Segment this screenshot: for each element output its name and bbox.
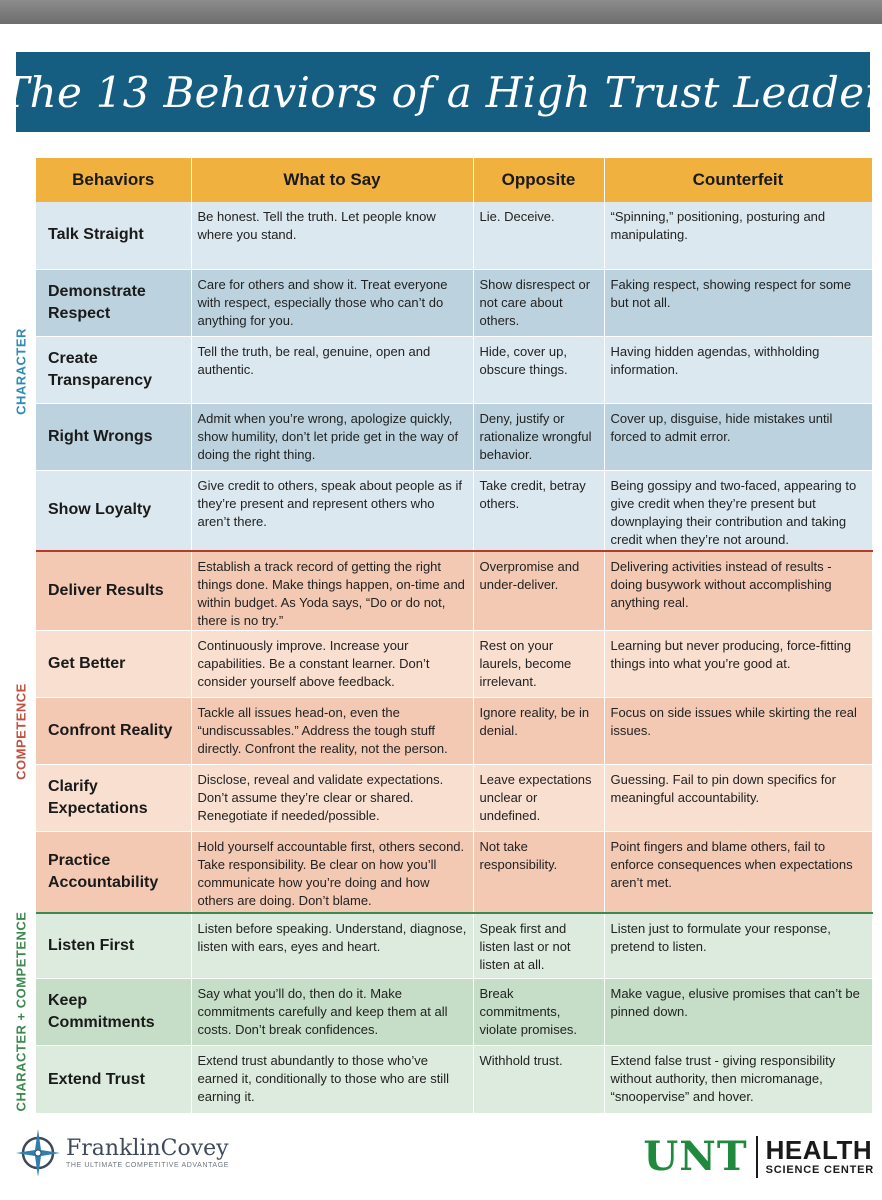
top-scrollbar-strip: [0, 0, 882, 24]
behavior-name: Get Better: [36, 630, 192, 698]
table-row: Right Wrongs Admit when you’re wrong, ap…: [36, 403, 873, 471]
behavior-name: Extend Trust: [36, 1045, 192, 1114]
what-to-say: Say what you’ll do, then do it. Make com…: [191, 978, 474, 1046]
opposite: Not take responsibility.: [473, 831, 605, 914]
section-label-character: CHARACTER: [13, 328, 29, 415]
opposite: Withhold trust.: [473, 1045, 605, 1114]
what-to-say: Tell the truth, be real, genuine, open a…: [191, 336, 474, 404]
franklincovey-tagline: THE ULTIMATE COMPETITIVE ADVANTAGE: [66, 1161, 230, 1169]
what-to-say: Listen before speaking. Understand, diag…: [191, 912, 474, 979]
header-what-to-say: What to Say: [191, 158, 474, 202]
behavior-name: Clarify Expectations: [36, 764, 192, 832]
counterfeit: Being gossipy and two-faced, appearing t…: [604, 470, 873, 552]
what-to-say: Care for others and show it. Treat every…: [191, 269, 474, 337]
what-to-say: Disclose, reveal and validate expectatio…: [191, 764, 474, 832]
table-row: Create Transparency Tell the truth, be r…: [36, 336, 873, 404]
what-to-say: Hold yourself accountable first, others …: [191, 831, 474, 914]
what-to-say: Be honest. Tell the truth. Let people kn…: [191, 202, 474, 270]
what-to-say: Admit when you’re wrong, apologize quick…: [191, 403, 474, 471]
opposite: Hide, cover up, obscure things.: [473, 336, 605, 404]
opposite: Take credit, betray others.: [473, 470, 605, 552]
opposite: Rest on your laurels, become irrelevant.: [473, 630, 605, 698]
counterfeit: Learning but never producing, force-fitt…: [604, 630, 873, 698]
opposite: Deny, justify or rationalize wrongful be…: [473, 403, 605, 471]
header-behaviors: Behaviors: [36, 158, 192, 202]
section-label-character-competence: CHARACTER + COMPETENCE: [13, 911, 29, 1112]
behavior-name: Practice Accountability: [36, 831, 192, 914]
table-row: Clarify Expectations Disclose, reveal an…: [36, 764, 873, 832]
table-row: Deliver Results Establish a track record…: [36, 551, 873, 631]
health-wordmark: HEALTH: [765, 1135, 873, 1165]
table-row: Show Loyalty Give credit to others, spea…: [36, 470, 873, 552]
counterfeit: Having hidden agendas, withholding infor…: [604, 336, 873, 404]
counterfeit: Cover up, disguise, hide mistakes until …: [604, 403, 873, 471]
behavior-name: Talk Straight: [36, 202, 192, 270]
behavior-name: Keep Commitments: [36, 978, 192, 1046]
unt-health-logo: UNT HEALTH SCIENCE CENTER: [643, 1136, 874, 1178]
counterfeit: Extend false trust - giving responsibili…: [604, 1045, 873, 1114]
counterfeit: “Spinning,” positioning, posturing and m…: [604, 202, 873, 270]
behavior-name: Right Wrongs: [36, 403, 192, 471]
what-to-say: Establish a track record of getting the …: [191, 551, 474, 631]
behavior-name: Deliver Results: [36, 551, 192, 631]
table-row: Confront Reality Tackle all issues head-…: [36, 697, 873, 765]
opposite: Break commitments, violate promises.: [473, 978, 605, 1046]
opposite: Ignore reality, be in denial.: [473, 697, 605, 765]
opposite: Show disrespect or not care about others…: [473, 269, 605, 337]
counterfeit: Make vague, elusive promises that can’t …: [604, 978, 873, 1046]
behavior-name: Listen First: [36, 912, 192, 979]
table-row: Extend Trust Extend trust abundantly to …: [36, 1045, 873, 1114]
behavior-name: Show Loyalty: [36, 470, 192, 552]
opposite: Overpromise and under-deliver.: [473, 551, 605, 631]
behavior-name: Create Transparency: [36, 336, 192, 404]
franklincovey-name: FranklinCovey: [66, 1135, 229, 1161]
what-to-say: Give credit to others, speak about peopl…: [191, 470, 474, 552]
unt-wordmark: UNT: [643, 1133, 748, 1180]
title-banner: The 13 Behaviors of a High Trust Leader: [1, 52, 882, 132]
table-row: Practice Accountability Hold yourself ac…: [36, 831, 873, 914]
franklincovey-compass-icon: [16, 1129, 60, 1176]
table-row: Talk Straight Be honest. Tell the truth.…: [36, 202, 873, 270]
logo-divider: [755, 1136, 758, 1178]
table-row: Demonstrate Respect Care for others and …: [36, 269, 873, 337]
counterfeit: Listen just to formulate your response, …: [604, 912, 873, 979]
page-title: The 13 Behaviors of a High Trust Leader: [1, 67, 882, 117]
science-center-wordmark: SCIENCE CENTER: [765, 1164, 874, 1176]
counterfeit: Delivering activities instead of results…: [604, 551, 873, 631]
opposite: Lie. Deceive.: [473, 202, 605, 270]
what-to-say: Continuously improve. Increase your capa…: [191, 630, 474, 698]
table-row: Get Better Continuously improve. Increas…: [36, 630, 873, 698]
counterfeit: Point fingers and blame others, fail to …: [604, 831, 873, 914]
table-header-row: Behaviors What to Say Opposite Counterfe…: [36, 158, 873, 202]
header-opposite: Opposite: [473, 158, 605, 202]
table-row: Keep Commitments Say what you’ll do, the…: [36, 978, 873, 1046]
behaviors-table: Behaviors What to Say Opposite Counterfe…: [36, 158, 873, 1114]
behavior-name: Demonstrate Respect: [36, 269, 192, 337]
what-to-say: Extend trust abundantly to those who’ve …: [191, 1045, 474, 1114]
opposite: Speak first and listen last or not liste…: [473, 912, 605, 979]
header-counterfeit: Counterfeit: [604, 158, 873, 202]
opposite: Leave expectations unclear or undefined.: [473, 764, 605, 832]
franklincovey-logo: FranklinCovey THE ULTIMATE COMPETITIVE A…: [16, 1128, 229, 1176]
counterfeit: Focus on side issues while skirting the …: [604, 697, 873, 765]
table-row: Listen First Listen before speaking. Und…: [36, 912, 873, 979]
counterfeit: Faking respect, showing respect for some…: [604, 269, 873, 337]
section-label-competence: COMPETENCE: [13, 683, 29, 780]
counterfeit: Guessing. Fail to pin down specifics for…: [604, 764, 873, 832]
behavior-name: Confront Reality: [36, 697, 192, 765]
what-to-say: Tackle all issues head-on, even the “und…: [191, 697, 474, 765]
